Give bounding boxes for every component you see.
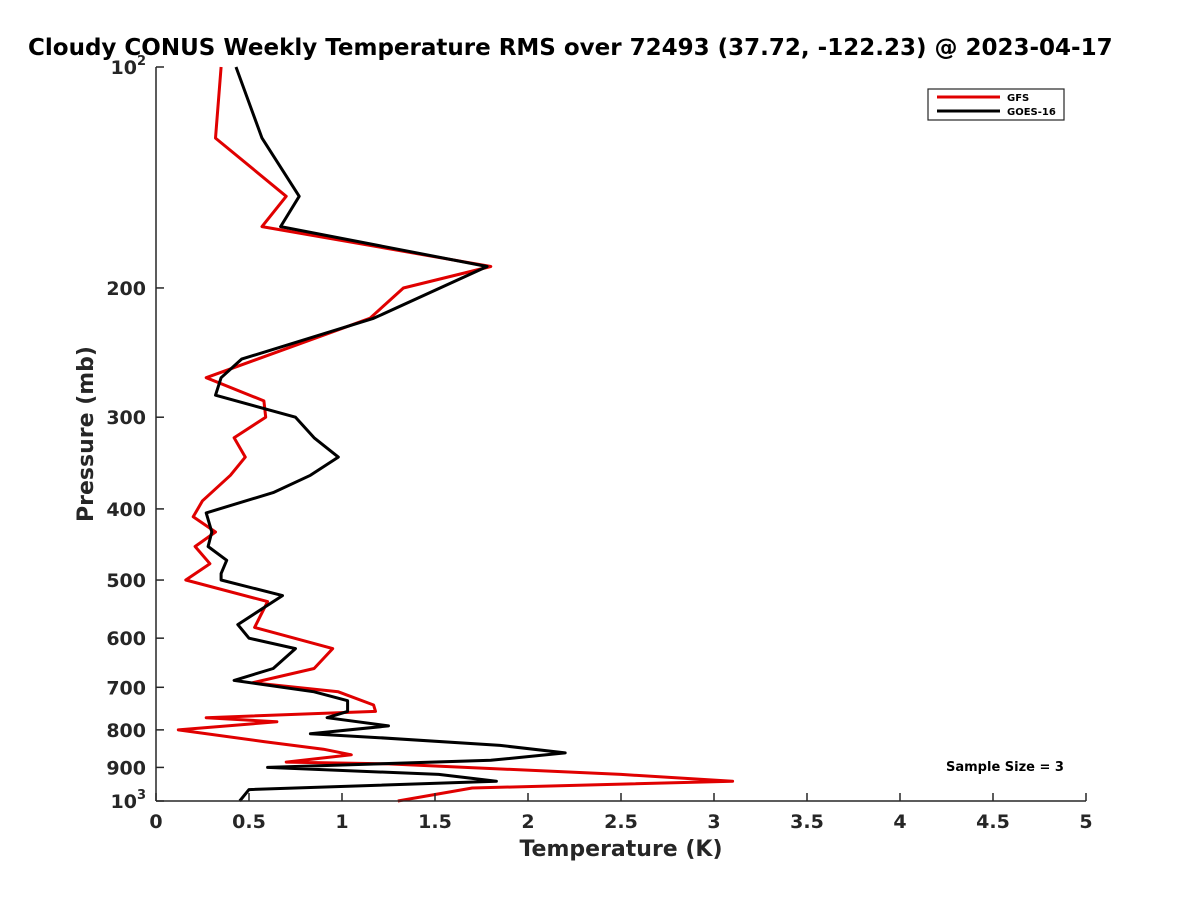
y-tick-label: 900 bbox=[106, 757, 146, 779]
y-tick-label: 400 bbox=[106, 499, 146, 521]
y-tick-label: 800 bbox=[106, 720, 146, 742]
x-tick-label: 2 bbox=[521, 811, 534, 833]
y-axis-title: Pressure (mb) bbox=[74, 346, 99, 522]
y-tick-label: 102 bbox=[111, 54, 147, 79]
legend-box bbox=[927, 88, 1065, 121]
legend-items: GFS GOES-16 bbox=[937, 93, 1056, 118]
series-line-goes-16 bbox=[204, 66, 567, 802]
legend-label: GFS bbox=[1007, 93, 1029, 104]
x-tick-label: 1.5 bbox=[418, 811, 452, 833]
x-tick-label: 0.5 bbox=[232, 811, 266, 833]
x-tick-label: 3.5 bbox=[790, 811, 824, 833]
y-tick-label: 200 bbox=[106, 278, 146, 300]
x-ticks: 0 0.5 1 1.5 2 2.5 3 3.5 4 4.5 5 bbox=[149, 793, 1093, 833]
y-tick-label: 600 bbox=[106, 628, 146, 650]
x-tick-label: 3 bbox=[707, 811, 720, 833]
x-tick-label: 5 bbox=[1079, 811, 1092, 833]
y-ticks: 102 200 300 400 500 600 700 800 900 103 bbox=[106, 54, 164, 813]
chart-title: Cloudy CONUS Weekly Temperature RMS over… bbox=[28, 35, 1113, 61]
series-layer bbox=[176, 66, 735, 803]
y-tick-label: 500 bbox=[106, 570, 146, 592]
y-tick-label: 300 bbox=[106, 407, 146, 429]
legend-label: GOES-16 bbox=[1007, 107, 1056, 118]
x-axis-title: Temperature (K) bbox=[519, 837, 722, 862]
x-tick-label: 4 bbox=[893, 811, 906, 833]
y-tick-label: 103 bbox=[111, 788, 147, 813]
series-line-gfs bbox=[176, 66, 735, 803]
axes bbox=[155, 67, 1086, 802]
x-tick-label: 0 bbox=[149, 811, 162, 833]
x-tick-label: 2.5 bbox=[604, 811, 638, 833]
x-tick-label: 4.5 bbox=[976, 811, 1010, 833]
legend: GFS GOES-16 bbox=[927, 88, 1065, 121]
y-tick-label: 700 bbox=[106, 677, 146, 699]
sample-size-annotation: Sample Size = 3 bbox=[946, 760, 1064, 775]
x-tick-label: 1 bbox=[335, 811, 348, 833]
